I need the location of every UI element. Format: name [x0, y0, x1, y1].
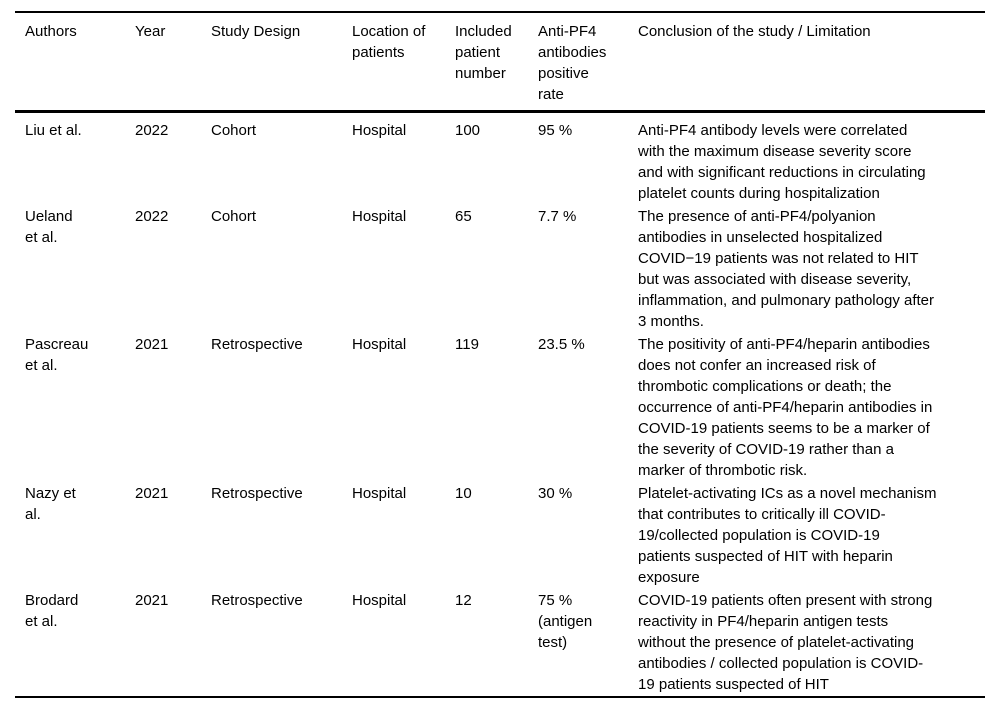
cell-positive-rate: 95 %	[538, 122, 573, 139]
cell-included-number: 119	[455, 336, 479, 353]
cell-authors: Brodard et al.	[25, 592, 79, 630]
cell-conclusion: The presence of anti-PF4/polyanion antib…	[638, 208, 935, 330]
cell-authors: Liu et al.	[25, 122, 82, 139]
cell-location: Hospital	[352, 485, 407, 502]
study-table: Authors Year Study Design Location of pa…	[15, 11, 985, 698]
cell-positive-rate: 30 %	[538, 485, 573, 502]
cell-authors: Ueland et al.	[25, 208, 73, 246]
header-conclusion: Conclusion of the study / Limitation	[638, 23, 871, 40]
cell-study-design: Retrospective	[211, 336, 303, 353]
header-study-design: Study Design	[211, 23, 301, 40]
cell-conclusion: COVID-19 patients often present with str…	[638, 592, 933, 693]
cell-included-number: 12	[455, 592, 472, 609]
table-row: Liu et al. 2022 Cohort Hospital 100 95 %…	[15, 112, 985, 206]
cell-positive-rate: 75 % (antigen test)	[538, 592, 593, 651]
cell-year: 2022	[135, 208, 169, 225]
header-year: Year	[135, 23, 166, 40]
cell-included-number: 100	[455, 122, 481, 139]
cell-positive-rate: 7.7 %	[538, 208, 577, 225]
cell-location: Hospital	[352, 336, 407, 353]
cell-included-number: 10	[455, 485, 472, 502]
cell-study-design: Retrospective	[211, 592, 303, 609]
header-authors: Authors	[25, 23, 77, 40]
cell-conclusion: Platelet-activating ICs as a novel mecha…	[638, 485, 937, 586]
header-row: Authors Year Study Design Location of pa…	[15, 12, 985, 112]
cell-study-design: Cohort	[211, 208, 257, 225]
cell-study-design: Cohort	[211, 122, 257, 139]
cell-conclusion: Anti-PF4 antibody levels were correlated…	[638, 122, 926, 202]
table-row: Ueland et al. 2022 Cohort Hospital 65 7.…	[15, 205, 985, 333]
cell-location: Hospital	[352, 208, 407, 225]
cell-location: Hospital	[352, 592, 407, 609]
cell-year: 2021	[135, 592, 169, 609]
cell-study-design: Retrospective	[211, 485, 303, 502]
table-row: Brodard et al. 2021 Retrospective Hospit…	[15, 589, 985, 697]
cell-authors: Nazy et al.	[25, 485, 76, 523]
cell-positive-rate: 23.5 %	[538, 336, 585, 353]
table-row: Pascreau et al. 2021 Retrospective Hospi…	[15, 333, 985, 482]
cell-year: 2022	[135, 122, 169, 139]
header-positive-rate: Anti-PF4 antibodies positive rate	[538, 23, 607, 103]
table-row: Nazy et al. 2021 Retrospective Hospital …	[15, 482, 985, 589]
cell-conclusion: The positivity of anti-PF4/heparin antib…	[638, 336, 933, 479]
cell-year: 2021	[135, 485, 169, 502]
cell-year: 2021	[135, 336, 169, 353]
header-included-number: Included patient number	[455, 23, 512, 82]
header-location: Location of patients	[352, 23, 426, 61]
cell-included-number: 65	[455, 208, 472, 225]
cell-authors: Pascreau et al.	[25, 336, 89, 374]
cell-location: Hospital	[352, 122, 407, 139]
